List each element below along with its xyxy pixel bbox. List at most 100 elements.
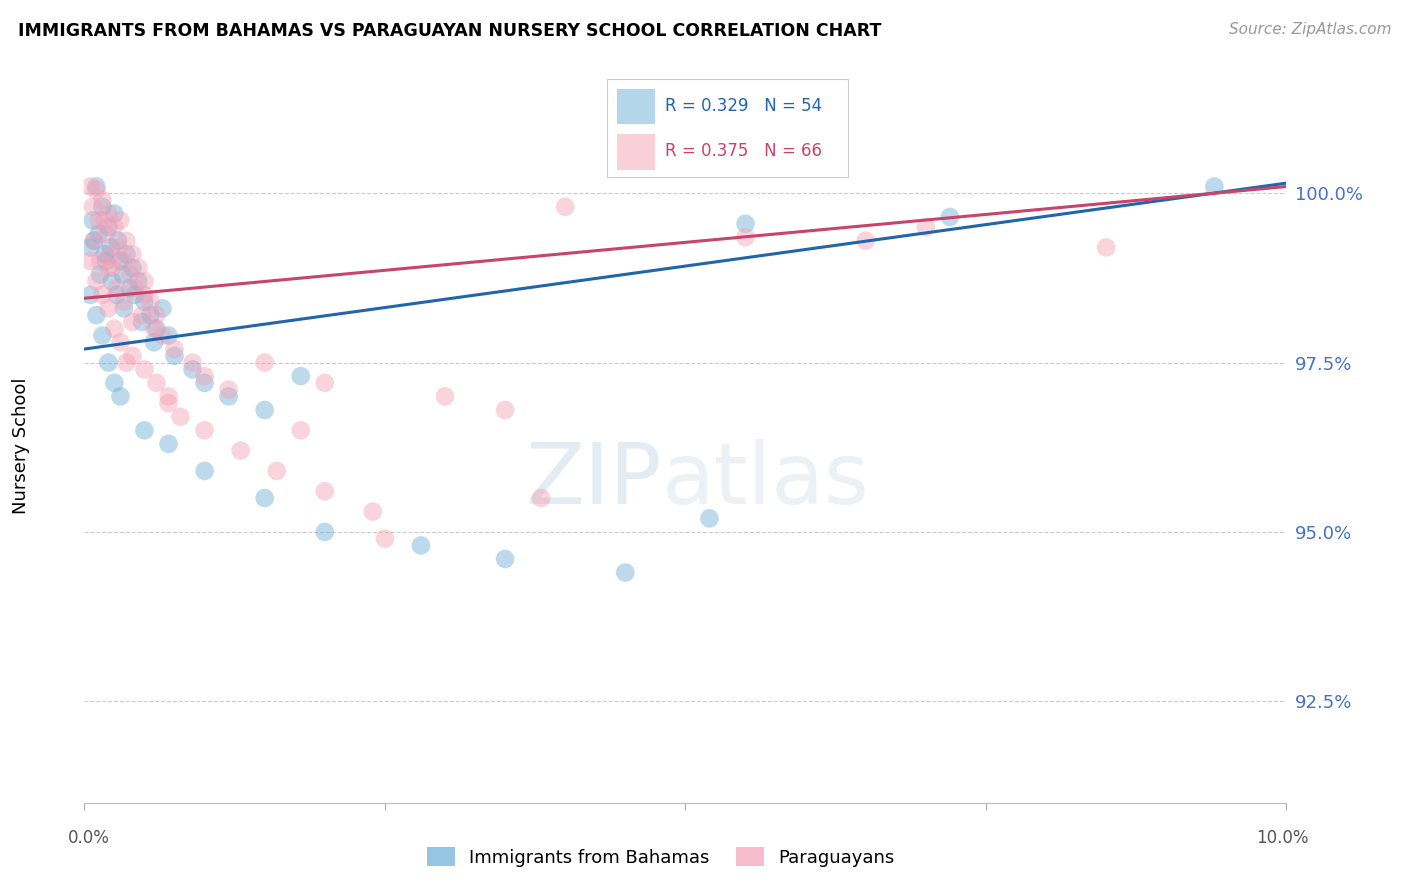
Point	[105, 288, 128, 302]
Point	[194, 423, 217, 437]
Point	[79, 288, 101, 302]
Point	[134, 294, 156, 309]
Point	[101, 274, 124, 288]
Point	[100, 240, 122, 254]
Point	[131, 308, 153, 322]
Point	[163, 342, 186, 356]
Point	[434, 389, 457, 403]
Point	[110, 335, 132, 350]
Point	[115, 247, 138, 261]
Text: 0.0%: 0.0%	[67, 829, 110, 847]
Point	[82, 213, 104, 227]
Point	[169, 409, 191, 424]
Point	[83, 234, 105, 248]
Text: IMMIGRANTS FROM BAHAMAS VS PARAGUAYAN NURSERY SCHOOL CORRELATION CHART: IMMIGRANTS FROM BAHAMAS VS PARAGUAYAN NU…	[18, 22, 882, 40]
Point	[134, 274, 156, 288]
Point	[143, 335, 166, 350]
Point	[110, 389, 132, 403]
Point	[157, 437, 180, 451]
Point	[79, 240, 101, 254]
Point	[97, 301, 120, 316]
Point	[1204, 179, 1226, 194]
Point	[181, 362, 204, 376]
Point	[530, 491, 553, 505]
Point	[118, 281, 141, 295]
Text: Source: ZipAtlas.com: Source: ZipAtlas.com	[1229, 22, 1392, 37]
Text: 10.0%: 10.0%	[1256, 829, 1309, 847]
Point	[82, 200, 104, 214]
Point	[89, 254, 111, 268]
Point	[103, 322, 125, 336]
Point	[124, 288, 146, 302]
Point	[915, 220, 938, 235]
Point	[494, 552, 516, 566]
Point	[290, 369, 312, 384]
Point	[83, 234, 105, 248]
Point	[139, 308, 162, 322]
Point	[127, 260, 149, 275]
Text: Nursery School: Nursery School	[13, 377, 30, 515]
Point	[314, 524, 336, 539]
Point	[361, 505, 384, 519]
Point	[79, 179, 101, 194]
Point	[91, 200, 114, 214]
Point	[89, 268, 111, 282]
Point	[94, 254, 117, 268]
Point	[112, 301, 135, 316]
Point	[103, 220, 125, 235]
Point	[699, 511, 721, 525]
Point	[86, 183, 108, 197]
Point	[314, 376, 336, 390]
Point	[112, 294, 135, 309]
Point	[157, 389, 180, 403]
Point	[734, 230, 756, 244]
Point	[94, 227, 117, 241]
Point	[97, 260, 120, 275]
Point	[194, 376, 217, 390]
Point	[266, 464, 288, 478]
Point	[103, 376, 125, 390]
Text: atlas: atlas	[661, 440, 869, 523]
Point	[79, 254, 101, 268]
Point	[194, 464, 217, 478]
Point	[115, 234, 138, 248]
Point	[554, 200, 576, 214]
Point	[121, 260, 143, 275]
Point	[163, 349, 186, 363]
Point	[110, 254, 132, 268]
Point	[86, 274, 108, 288]
Point	[218, 389, 240, 403]
Point	[121, 247, 143, 261]
Point	[97, 206, 120, 220]
Point	[139, 294, 162, 309]
Point	[87, 213, 110, 227]
Point	[855, 234, 877, 248]
Point	[409, 538, 432, 552]
Point	[614, 566, 637, 580]
Point	[111, 254, 134, 268]
Text: ZIP: ZIP	[524, 440, 661, 523]
Point	[152, 328, 174, 343]
Point	[253, 491, 276, 505]
Point	[134, 362, 156, 376]
Point	[107, 234, 129, 248]
Point	[118, 268, 141, 282]
Point	[152, 301, 174, 316]
Point	[290, 423, 312, 437]
Point	[91, 193, 114, 207]
Point	[181, 355, 204, 369]
Point	[314, 484, 336, 499]
Point	[103, 206, 125, 220]
Point	[87, 227, 110, 241]
Point	[494, 403, 516, 417]
Point	[194, 369, 217, 384]
Point	[115, 355, 138, 369]
Point	[157, 328, 180, 343]
Point	[229, 443, 252, 458]
Point	[939, 210, 962, 224]
Point	[127, 274, 149, 288]
Point	[253, 355, 276, 369]
Point	[134, 423, 156, 437]
Point	[94, 247, 117, 261]
Point	[105, 281, 128, 295]
